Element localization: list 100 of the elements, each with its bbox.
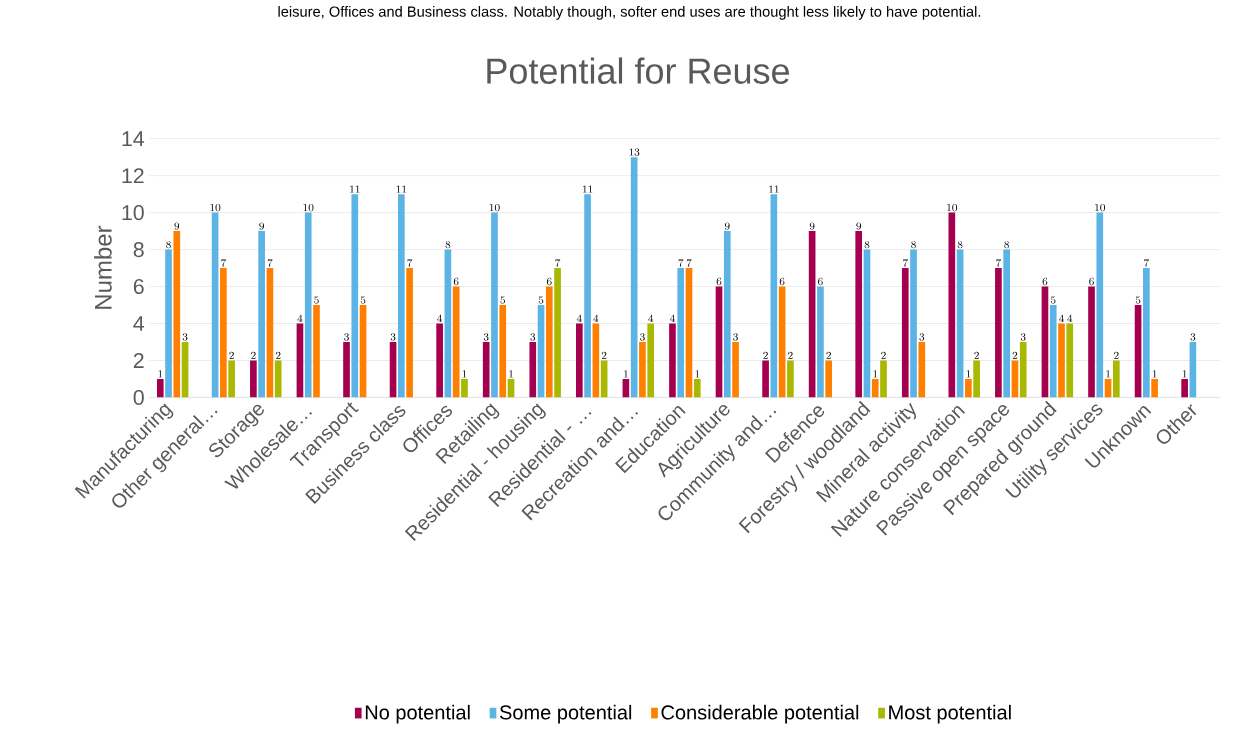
data-label: 3 [483, 333, 489, 341]
bar [258, 231, 265, 398]
data-label: 9 [809, 222, 815, 230]
data-label: 4 [593, 314, 599, 322]
data-label: 2 [1114, 351, 1119, 359]
data-label: 7 [267, 259, 273, 267]
data-label: 7 [678, 259, 684, 267]
bar [266, 267, 274, 398]
bar [630, 157, 638, 398]
bar [817, 286, 824, 398]
data-label: 5 [1135, 296, 1141, 304]
data-label: 6 [1042, 277, 1048, 286]
data-label: 3 [1190, 333, 1196, 341]
data-label: 7 [903, 259, 908, 267]
data-label: 1 [1182, 370, 1187, 378]
bar [1113, 360, 1120, 398]
data-label: 8 [1004, 240, 1010, 249]
data-label: 3 [344, 333, 349, 341]
y-tick-label: 8 [133, 241, 144, 258]
bar [677, 267, 685, 398]
data-label: 3 [182, 333, 188, 341]
bar [1019, 341, 1027, 398]
data-label: 3 [733, 333, 738, 341]
data-label: 5 [360, 296, 366, 304]
data-label: 10 [947, 203, 958, 212]
data-label: 4 [437, 314, 443, 322]
bar [250, 360, 257, 398]
bar [732, 341, 739, 398]
data-label: 2 [1012, 351, 1018, 359]
y-tick-label: 2 [133, 352, 144, 368]
bar [211, 212, 219, 398]
bar [639, 341, 646, 398]
bar [436, 323, 443, 398]
data-label: 2 [601, 351, 607, 359]
bar [173, 231, 181, 398]
data-label: 6 [453, 277, 459, 286]
data-label: 3 [640, 333, 645, 341]
bar [600, 360, 608, 398]
data-label: 10 [489, 203, 500, 212]
data-label: 4 [648, 314, 654, 322]
data-label: 13 [629, 148, 640, 156]
y-tick-label: 0 [133, 389, 144, 405]
data-label: 11 [769, 185, 779, 193]
data-label: 4 [576, 314, 582, 322]
bar [685, 267, 693, 398]
data-label: 2 [881, 351, 886, 359]
bar [452, 286, 460, 398]
bar [359, 304, 367, 398]
bar [1088, 286, 1095, 398]
data-label: 1 [966, 370, 971, 378]
data-label: 8 [445, 240, 451, 249]
bar [1096, 212, 1104, 398]
bar [693, 378, 701, 398]
data-label: 1 [1106, 370, 1110, 378]
data-label: 1 [462, 370, 467, 378]
bar [343, 341, 350, 398]
data-label: 1 [509, 370, 513, 378]
bar [1058, 323, 1065, 398]
data-label: 4 [1067, 314, 1073, 322]
legend-label: No potential [365, 704, 470, 724]
data-label: 9 [856, 222, 862, 230]
bar [156, 378, 164, 398]
data-label: 2 [826, 351, 831, 359]
data-label: 11 [582, 185, 593, 193]
data-label: 5 [500, 296, 505, 304]
data-label: 7 [407, 259, 413, 267]
data-label: 8 [911, 240, 916, 249]
data-label: 6 [716, 277, 722, 286]
data-label: 3 [390, 333, 396, 341]
legend-label: Some potential [499, 704, 632, 724]
data-label: 11 [396, 185, 407, 193]
data-label: 1 [624, 370, 628, 378]
data-label: 8 [166, 240, 171, 249]
legend-label: Most potential [889, 704, 1011, 724]
data-label: 4 [669, 314, 675, 322]
y-axis-title: Number [94, 225, 112, 309]
bar [584, 194, 591, 398]
bar [1181, 378, 1188, 398]
data-label: 10 [210, 203, 221, 212]
data-label: 6 [818, 277, 823, 286]
data-label: 7 [686, 259, 692, 267]
bar [575, 323, 583, 398]
bar [491, 212, 498, 398]
bar [228, 360, 235, 398]
bar [669, 323, 676, 398]
bar [313, 304, 320, 398]
bar [274, 360, 282, 398]
y-tick-label: 4 [133, 316, 145, 331]
data-label: 2 [763, 351, 768, 359]
data-label: 11 [350, 185, 360, 193]
bar [351, 194, 359, 398]
bar [1011, 360, 1019, 398]
y-tick-label: 6 [133, 278, 144, 295]
y-tick-label: 14 [122, 131, 145, 146]
y-tick-label: 10 [122, 204, 144, 221]
data-label: 3 [530, 333, 536, 341]
bar [545, 286, 553, 398]
data-label: 10 [303, 203, 314, 212]
data-label: 7 [221, 259, 227, 267]
bar [825, 360, 833, 398]
